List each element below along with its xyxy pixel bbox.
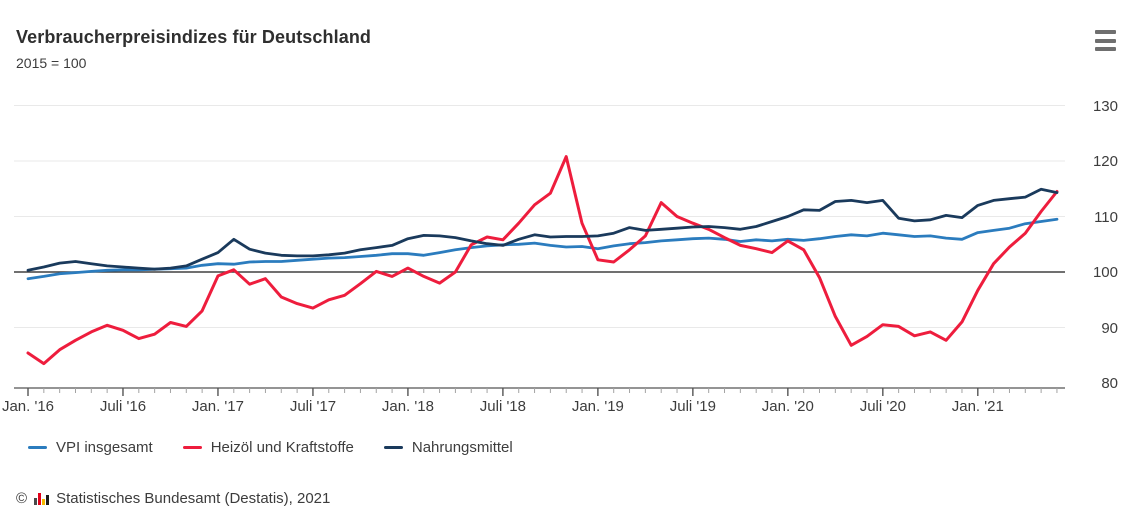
x-axis-label: Jan. '18 — [381, 398, 434, 415]
menu-bar — [1095, 38, 1116, 43]
legend-item-1[interactable]: VPI insgesamt — [28, 439, 153, 456]
y-axis-label: 80 — [1101, 375, 1118, 392]
destatis-logo-icon — [34, 492, 50, 505]
series-line-2 — [26, 155, 1059, 366]
legend-item-2[interactable]: Heizöl und Kraftstoffe — [182, 439, 354, 456]
x-axis-label: Jan. '19 — [571, 398, 624, 415]
series-line-1 — [26, 217, 1059, 281]
legend-swatch-icon — [182, 445, 202, 450]
legend-item-3[interactable]: Nahrungsmittel — [383, 439, 513, 456]
x-axis-label: Jan. '21 — [951, 398, 1004, 415]
x-axis-label: Juli '18 — [479, 398, 526, 415]
x-axis-label: Juli '17 — [289, 398, 337, 415]
menu-bar — [1095, 30, 1116, 34]
x-axis-label: Jan. '20 — [761, 398, 814, 415]
copyright-symbol: © — [16, 490, 28, 507]
legend-swatch-icon — [28, 445, 47, 450]
x-axis-label: Juli '19 — [669, 398, 716, 415]
legend-label: Nahrungsmittel — [411, 439, 513, 456]
y-axis-label: 100 — [1092, 264, 1118, 281]
source-text: Statistisches Bundesamt (Destatis), 2021 — [56, 490, 331, 507]
y-axis-label: 90 — [1101, 319, 1118, 337]
x-axis-label: Jan. '17 — [191, 398, 244, 415]
page-title: Verbraucherpreisindizes für Deutschland — [16, 27, 372, 47]
chart-legend: VPI insgesamt Heizöl und Kraftstoffe Nahru… — [28, 439, 513, 456]
y-axis-label: 120 — [1092, 153, 1118, 170]
y-axis-label: 110 — [1094, 208, 1118, 226]
chart-subtitle: 2015 = 100 — [16, 55, 87, 71]
menu-bar — [1095, 47, 1116, 51]
y-axis-label: 130 — [1092, 97, 1118, 115]
x-axis-label: Juli '20 — [859, 398, 906, 415]
legend-label: VPI insgesamt — [56, 439, 153, 456]
source-footer: © Statistisches Bundesamt (Destatis), 20… — [16, 490, 330, 507]
x-axis-label: Jan. '16 — [1, 398, 55, 415]
legend-swatch-icon — [383, 445, 403, 450]
hamburger-menu-icon[interactable] — [1095, 30, 1116, 51]
legend-label: Heizöl und Kraftstoffe — [210, 439, 354, 456]
x-axis-label: Juli '16 — [99, 398, 147, 415]
series-line-3 — [26, 187, 1059, 272]
